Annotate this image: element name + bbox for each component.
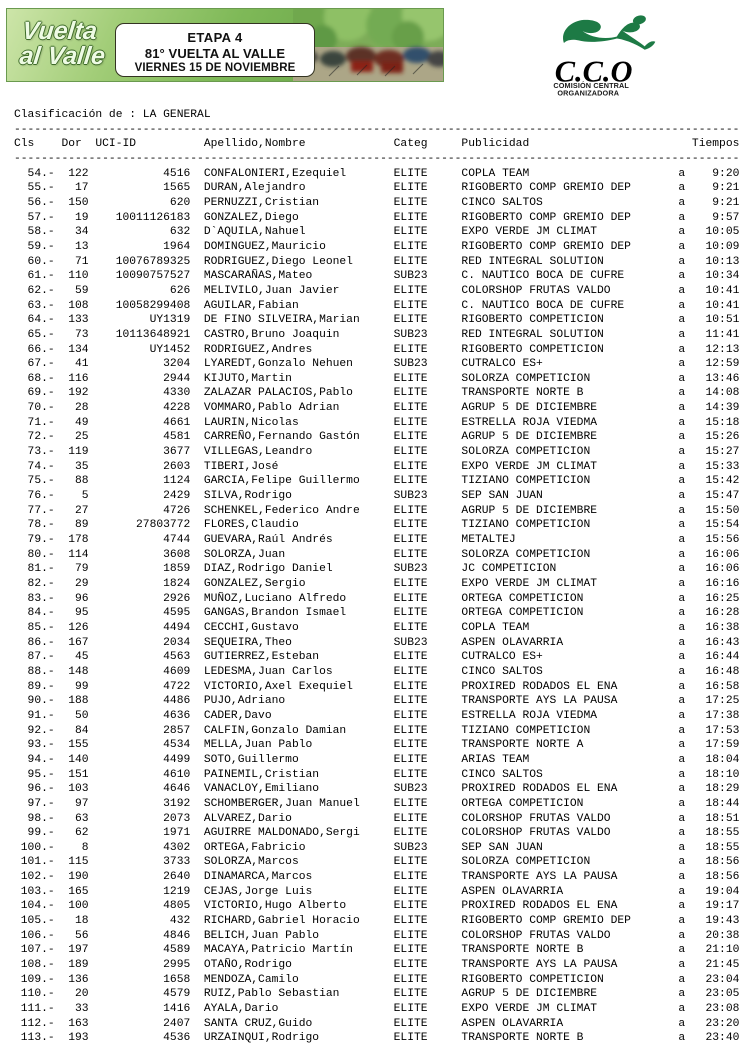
svg-text:ORGANIZADORA: ORGANIZADORA bbox=[557, 88, 619, 96]
